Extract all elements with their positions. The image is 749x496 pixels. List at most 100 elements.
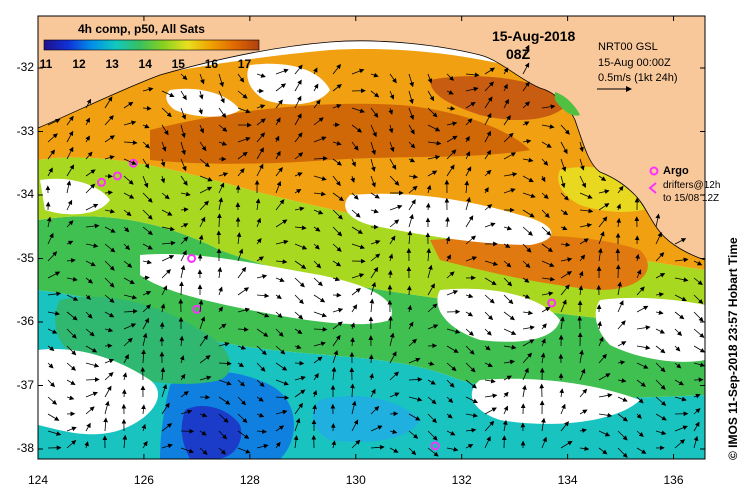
current-vector xyxy=(274,135,280,143)
current-vector xyxy=(275,395,290,401)
current-vector xyxy=(123,323,137,330)
current-vector xyxy=(123,209,132,217)
current-vector xyxy=(408,185,418,194)
longitude-tick-label: 136 xyxy=(663,473,684,487)
current-vector xyxy=(104,400,110,415)
current-vector xyxy=(256,256,264,262)
current-vector xyxy=(522,121,530,126)
current-vector xyxy=(123,260,133,268)
current-vector xyxy=(446,149,457,160)
current-vector xyxy=(47,291,62,297)
current-vector xyxy=(465,345,475,355)
current-vector xyxy=(85,391,98,398)
current-vector xyxy=(161,124,169,136)
current-vector xyxy=(160,158,166,167)
current-vector xyxy=(388,253,394,262)
current-vector xyxy=(351,243,365,250)
current-vector xyxy=(407,230,413,245)
current-vector xyxy=(179,335,185,347)
current-vector xyxy=(484,328,492,336)
current-vector xyxy=(655,231,662,245)
current-vector xyxy=(541,226,552,236)
current-vector xyxy=(445,216,450,228)
current-vector xyxy=(237,413,248,423)
current-vector xyxy=(408,90,414,105)
colorbar-tick-label: 14 xyxy=(138,57,152,71)
coastal-green xyxy=(555,92,580,116)
current-vector xyxy=(484,260,499,266)
current-vector xyxy=(142,192,153,203)
current-vector xyxy=(408,199,416,211)
current-vector xyxy=(693,345,706,353)
current-vector xyxy=(123,120,137,126)
current-vector xyxy=(484,187,489,194)
current-vector xyxy=(217,213,222,228)
argo-float-marker xyxy=(97,177,107,187)
current-vector xyxy=(541,291,554,297)
current-vector xyxy=(465,196,471,211)
current-vector xyxy=(408,107,415,120)
current-vector xyxy=(389,392,400,398)
current-vector xyxy=(66,362,77,371)
current-vector xyxy=(427,140,442,146)
current-vector xyxy=(104,260,115,271)
current-vector xyxy=(350,337,355,347)
cloud-gap xyxy=(471,378,640,424)
current-vector xyxy=(655,362,666,373)
current-vector xyxy=(693,362,706,368)
current-scale: 0.5m/s (1kt 24h) xyxy=(598,72,678,84)
current-vector xyxy=(408,430,419,439)
current-vector xyxy=(484,345,491,351)
current-vector xyxy=(427,303,438,313)
current-vector xyxy=(123,101,134,109)
current-vector xyxy=(408,338,417,347)
current-vector xyxy=(123,192,135,199)
current-vector xyxy=(387,269,393,279)
current-vector xyxy=(255,198,261,211)
current-vector xyxy=(560,440,573,449)
current-vector xyxy=(294,360,305,366)
current-vector xyxy=(237,379,246,387)
current-vector xyxy=(503,172,518,177)
current-vector xyxy=(161,209,173,216)
current-vector xyxy=(180,107,187,120)
sst-warm-core xyxy=(150,103,530,164)
current-vector xyxy=(350,322,355,330)
current-vector xyxy=(427,124,441,132)
current-vector xyxy=(351,288,361,296)
current-vector xyxy=(503,375,512,381)
current-vector xyxy=(47,396,58,405)
current-vector xyxy=(446,290,459,296)
longitude-tick-label: 128 xyxy=(239,473,260,487)
cloud-gap xyxy=(38,349,159,435)
current-vector xyxy=(294,344,302,349)
current-vector xyxy=(674,257,689,263)
current-vector xyxy=(369,298,375,313)
current-vector xyxy=(294,172,303,177)
current-vector xyxy=(142,243,153,250)
current-vector xyxy=(332,349,339,364)
current-vector xyxy=(389,235,396,245)
current-vector xyxy=(408,174,419,180)
current-vector xyxy=(332,104,342,109)
current-vector xyxy=(218,107,227,119)
current-vector xyxy=(66,180,72,194)
current-vector xyxy=(332,141,342,146)
current-vector xyxy=(617,413,628,422)
current-vector xyxy=(351,304,358,313)
colorbar-tick-label: 16 xyxy=(204,57,219,71)
colorbar-tick-label: 12 xyxy=(72,57,86,71)
current-vector xyxy=(198,90,204,100)
current-vector xyxy=(617,430,628,441)
current-vector xyxy=(522,157,534,163)
current-vector xyxy=(693,393,701,399)
current-vector xyxy=(464,180,470,194)
current-vector xyxy=(655,396,667,406)
current-vector xyxy=(541,260,555,267)
current-vector xyxy=(446,164,455,177)
colorbar-tick-label: 17 xyxy=(237,57,252,71)
current-vector xyxy=(142,226,153,236)
current-vector xyxy=(332,334,341,347)
current-vector xyxy=(446,446,459,452)
current-vector xyxy=(579,388,588,398)
